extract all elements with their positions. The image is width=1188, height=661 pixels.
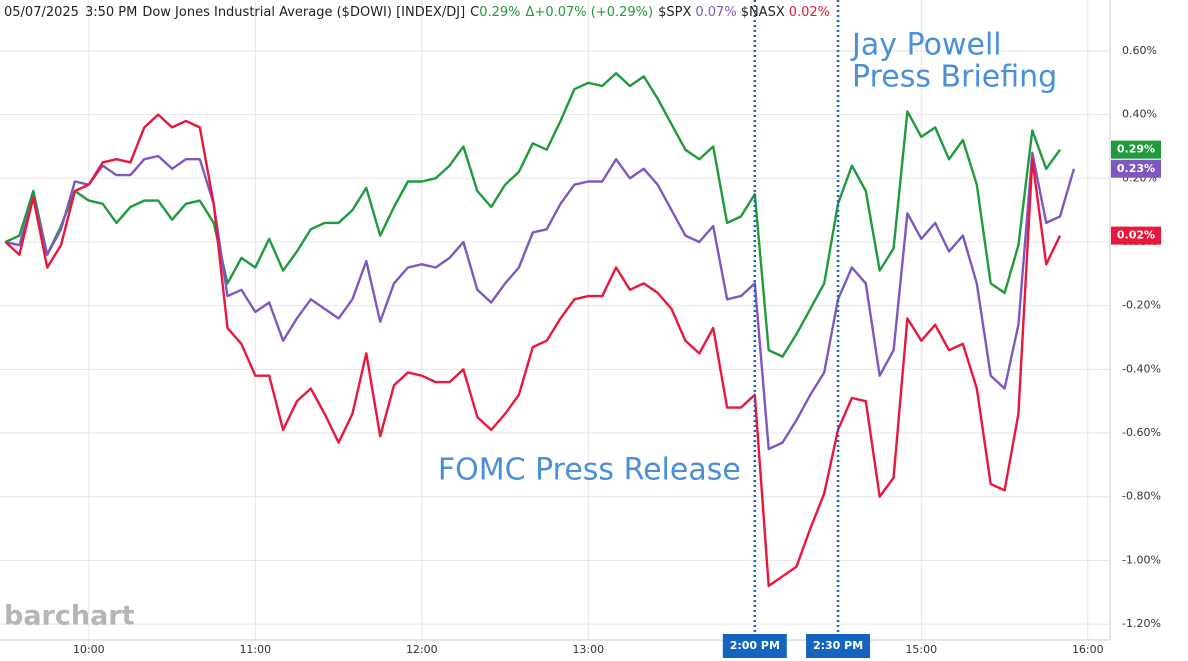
time: 3:50 PM bbox=[85, 5, 137, 20]
y-tick-label: -0.40% bbox=[1122, 362, 1161, 375]
y-tick-label: -1.00% bbox=[1122, 553, 1161, 566]
spx-change: 0.07% bbox=[695, 5, 736, 20]
nasx-change: 0.02% bbox=[789, 5, 830, 20]
x-tick-label: 11:00 bbox=[239, 643, 271, 656]
y-tick-label: -0.20% bbox=[1122, 299, 1161, 312]
series-line bbox=[4, 72, 1061, 358]
event-annotation: Press Briefing bbox=[852, 60, 1057, 95]
event-annotation: FOMC Press Release bbox=[438, 453, 741, 488]
y-tick-label: 0.60% bbox=[1122, 44, 1157, 57]
x-tick-label: 13:00 bbox=[572, 643, 604, 656]
end-badge bbox=[1111, 159, 1161, 178]
y-tick-label: 0.40% bbox=[1122, 108, 1157, 121]
event-label: 2:30 PM bbox=[813, 639, 863, 652]
event-badge bbox=[722, 634, 787, 658]
series-name: $NASX bbox=[741, 5, 785, 20]
y-tick-label: -0.60% bbox=[1122, 426, 1161, 439]
x-tick-label: 12:00 bbox=[406, 643, 438, 656]
grid bbox=[0, 0, 1111, 641]
x-tick-label: 16:00 bbox=[1072, 643, 1104, 656]
series-name: Dow Jones Industrial Average ($DOWI) [IN… bbox=[142, 5, 465, 20]
y-tick-label: -0.80% bbox=[1122, 490, 1161, 503]
change: Δ+0.07% (+0.29%) bbox=[526, 5, 654, 20]
x-tick-label: 10:00 bbox=[73, 643, 105, 656]
event-badge bbox=[806, 634, 871, 658]
end-badge bbox=[1111, 226, 1161, 245]
close-prefix: C bbox=[470, 5, 479, 20]
end-badge bbox=[1111, 140, 1161, 159]
end-label: 0.02% bbox=[1117, 229, 1155, 242]
date: 05/07/2025 bbox=[4, 5, 79, 20]
x-tick-label: 15:00 bbox=[905, 643, 937, 656]
end-label: 0.29% bbox=[1117, 143, 1155, 156]
event-annotation: Jay Powell bbox=[850, 28, 1002, 63]
plot bbox=[4, 72, 1076, 588]
end-label: 0.23% bbox=[1117, 162, 1155, 175]
series-name: $SPX bbox=[658, 5, 691, 20]
close: 0.29% bbox=[479, 5, 520, 20]
event-label: 2:00 PM bbox=[730, 639, 780, 652]
series-line bbox=[4, 113, 1062, 588]
watermark: barchart bbox=[4, 601, 135, 632]
header: 05/07/2025 3:50 PM Dow Jones Industrial Av… bbox=[4, 5, 830, 20]
y-tick-label: -1.20% bbox=[1122, 617, 1161, 630]
series-line bbox=[5, 151, 1076, 451]
